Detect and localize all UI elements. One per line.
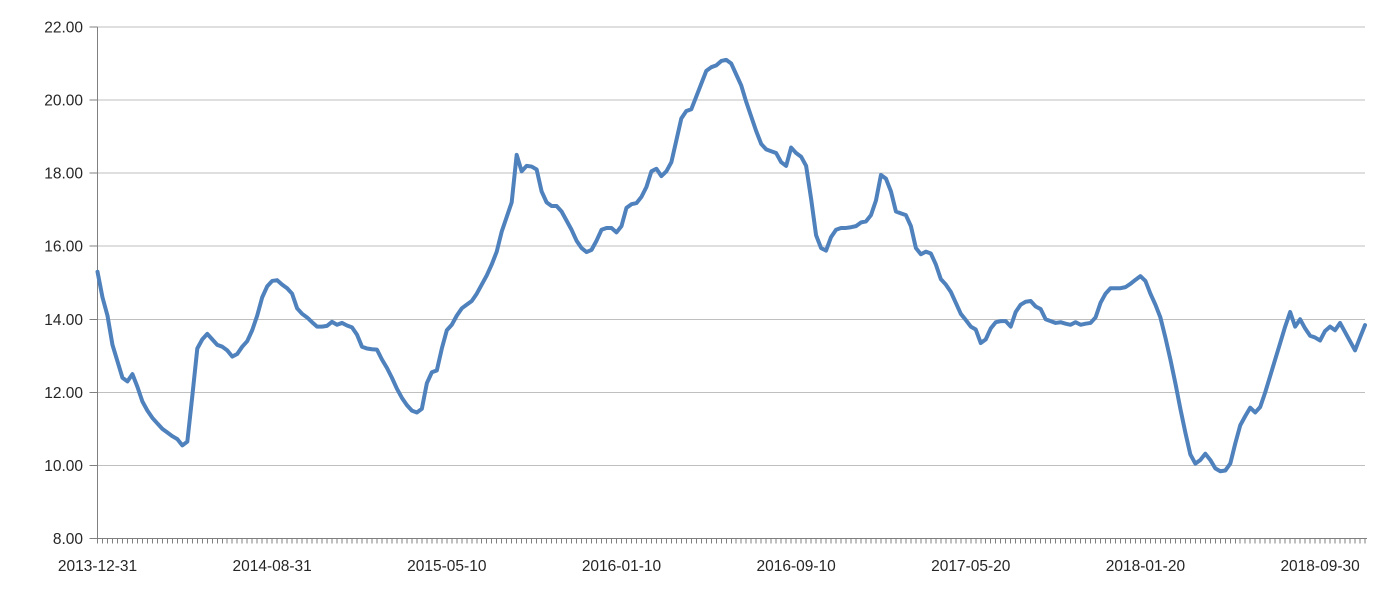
x-axis-tick-label: 2018-09-30 xyxy=(1280,558,1360,575)
y-axis-tick-label: 18.00 xyxy=(44,166,83,183)
y-axis-tick-label: 8.00 xyxy=(53,531,84,548)
x-axis-tick-label: 2017-05-20 xyxy=(931,558,1011,575)
x-axis-tick-label: 2018-01-20 xyxy=(1106,558,1186,575)
x-axis-tick-label: 2015-05-10 xyxy=(407,558,487,575)
x-axis-tick-label: 2013-12-31 xyxy=(58,558,137,575)
y-axis-tick-label: 10.00 xyxy=(44,458,83,475)
y-axis-tick-label: 12.00 xyxy=(44,385,83,402)
data-series-line xyxy=(95,57,1367,474)
x-axis-tick-label: 2016-09-10 xyxy=(756,558,836,575)
x-axis-tick-label: 2016-01-10 xyxy=(582,558,662,575)
y-axis-tick-label: 20.00 xyxy=(44,93,83,110)
x-axis-tick-label: 2014-08-31 xyxy=(233,558,312,575)
y-axis-tick-label: 16.00 xyxy=(44,239,83,256)
y-axis-tick-label: 22.00 xyxy=(44,20,83,37)
y-axis-tick-label: 14.00 xyxy=(44,312,83,329)
